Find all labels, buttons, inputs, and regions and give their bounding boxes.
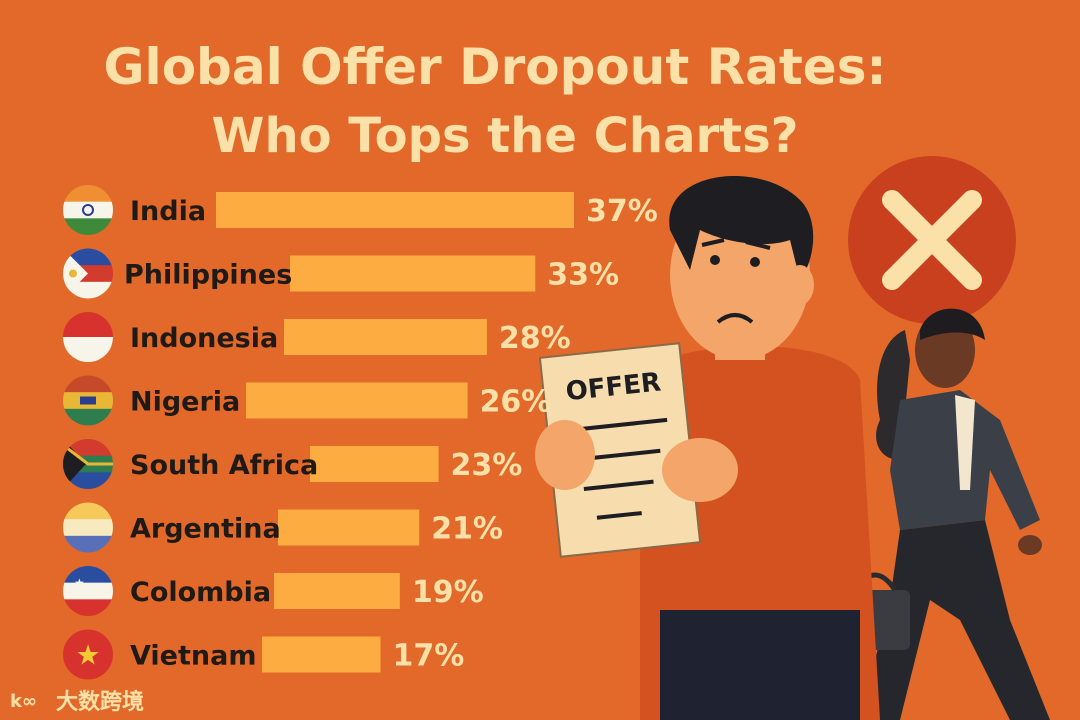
value-label: 19% (412, 575, 484, 610)
flag-philippines-icon (63, 248, 113, 299)
chart-title-line2: Who Tops the Charts? (211, 108, 799, 164)
value-label: 28% (499, 321, 571, 356)
flag-india-icon (63, 185, 113, 235)
bar-vietnam (262, 636, 381, 673)
bar-argentina (278, 509, 420, 546)
category-label: Colombia (130, 577, 271, 608)
svg-text:★: ★ (75, 639, 100, 672)
category-label: Argentina (130, 514, 281, 545)
value-label: 37% (586, 194, 658, 229)
walking-woman-figure (840, 308, 1050, 720)
flag-vietnam-icon: ★ (63, 629, 113, 680)
bar-philippines (290, 255, 536, 292)
flag-colombia-icon: ★ (63, 566, 113, 616)
svg-text:k∞: k∞ (10, 691, 37, 712)
reject-x-icon (848, 156, 1016, 324)
chart-title-line1: Global Offer Dropout Rates: (103, 38, 887, 96)
stressed-man-figure: OFFER (535, 176, 880, 720)
category-label: South Africa (130, 450, 318, 481)
bar-india (216, 192, 574, 228)
value-label: 26% (480, 385, 552, 420)
brand-logo-icon: k∞ (10, 691, 37, 712)
bar-colombia (274, 573, 400, 609)
bar-indonesia (284, 319, 487, 355)
svg-text:★: ★ (74, 576, 85, 590)
brand-logo: k∞ 大数跨境 (10, 684, 144, 716)
category-label: Vietnam (130, 641, 256, 672)
category-label: India (130, 196, 206, 227)
value-label: 23% (451, 448, 523, 483)
value-label: 21% (431, 512, 503, 547)
flag-nigeria-icon (63, 375, 113, 426)
brand-logo-text: 大数跨境 (56, 690, 145, 715)
category-label: Philippines (124, 260, 292, 291)
bar-nigeria (246, 382, 468, 419)
value-label: 33% (547, 258, 619, 293)
category-label: Indonesia (130, 323, 278, 354)
category-label: Nigeria (130, 387, 240, 418)
flag-argentina-icon (63, 502, 113, 553)
value-label: 17% (392, 639, 464, 674)
flag-south-africa-icon (63, 439, 113, 489)
bar-south-africa (310, 446, 439, 482)
flag-indonesia-icon (63, 312, 113, 362)
